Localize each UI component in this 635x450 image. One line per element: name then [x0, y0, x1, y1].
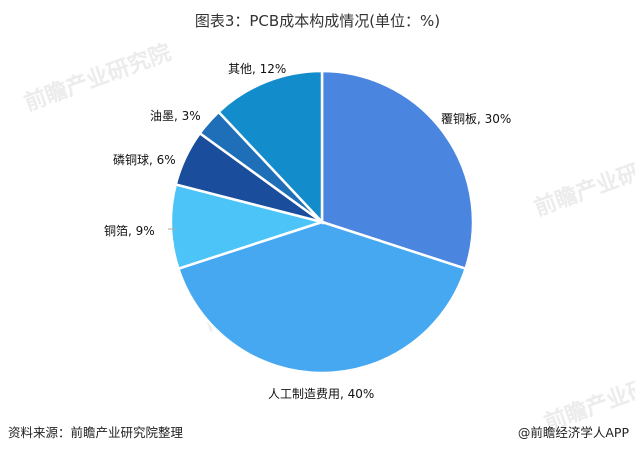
source-note: 资料来源：前瞻产业研究院整理: [8, 425, 184, 440]
pie-slice-5: [216, 69, 324, 226]
pie-slice-1: [176, 220, 468, 375]
label-lintongqiu: 磷铜球, 6%: [113, 153, 176, 167]
pie-slice-0: [320, 69, 475, 271]
credit-note: @前瞻经济学人APP: [517, 425, 629, 440]
pie-slice-2: [169, 182, 327, 271]
label-youmo: 油墨, 3%: [150, 109, 201, 123]
chart-title: 图表3：PCB成本构成情况(单位：%): [194, 12, 441, 30]
label-rengong: 人工制造费用, 40%: [268, 387, 375, 401]
label-fu-tong-ban: 覆铜板, 30%: [441, 112, 512, 126]
label-qita: 其他, 12%: [228, 62, 287, 76]
label-tongbo: 铜箔, 9%: [104, 224, 155, 238]
